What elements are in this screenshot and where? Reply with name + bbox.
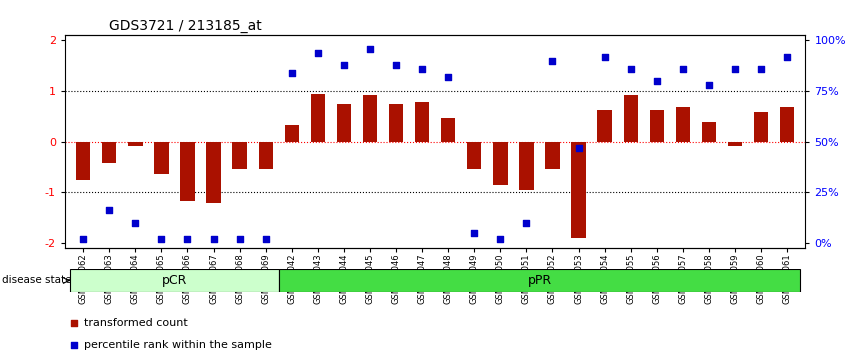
- Point: [389, 62, 403, 68]
- Bar: [279, 269, 800, 292]
- Bar: [285, 125, 299, 142]
- Bar: [598, 110, 611, 142]
- Bar: [493, 142, 507, 184]
- Point: [311, 50, 325, 56]
- Point: [509, 52, 523, 58]
- Point: [180, 236, 194, 241]
- Point: [509, 245, 523, 251]
- Bar: [650, 110, 664, 142]
- Point: [754, 66, 768, 72]
- Bar: [754, 112, 768, 142]
- Bar: [675, 107, 690, 142]
- Point: [702, 82, 716, 88]
- Bar: [363, 95, 378, 142]
- Bar: [311, 93, 325, 142]
- Point: [728, 66, 742, 72]
- Point: [233, 236, 247, 241]
- Text: percentile rank within the sample: percentile rank within the sample: [84, 339, 272, 350]
- Bar: [206, 142, 221, 203]
- Bar: [154, 142, 169, 175]
- Bar: [76, 142, 90, 179]
- Point: [259, 236, 273, 241]
- Bar: [232, 142, 247, 170]
- Bar: [520, 142, 533, 190]
- Point: [128, 220, 142, 225]
- Bar: [337, 104, 351, 142]
- Text: transformed count: transformed count: [84, 318, 188, 329]
- Bar: [415, 102, 430, 142]
- Point: [624, 66, 637, 72]
- Point: [676, 66, 690, 72]
- Point: [520, 220, 533, 225]
- Bar: [259, 142, 273, 170]
- Point: [415, 66, 429, 72]
- Bar: [102, 142, 116, 163]
- Point: [442, 74, 456, 80]
- Point: [650, 78, 663, 84]
- Bar: [180, 142, 195, 201]
- Text: pPR: pPR: [527, 274, 552, 287]
- Point: [285, 70, 299, 76]
- Point: [102, 207, 116, 213]
- Point: [598, 54, 611, 59]
- Bar: [780, 107, 794, 142]
- Point: [546, 58, 559, 63]
- Bar: [727, 142, 742, 145]
- Point: [76, 236, 90, 241]
- Point: [572, 145, 585, 150]
- Point: [780, 54, 794, 59]
- Point: [363, 46, 377, 51]
- Text: GDS3721 / 213185_at: GDS3721 / 213185_at: [109, 19, 262, 33]
- Bar: [128, 142, 143, 145]
- Bar: [441, 118, 456, 142]
- Point: [337, 62, 351, 68]
- Bar: [572, 142, 585, 238]
- Point: [207, 236, 221, 241]
- Bar: [701, 122, 716, 142]
- Bar: [389, 104, 404, 142]
- Bar: [546, 142, 559, 170]
- Point: [468, 230, 481, 235]
- Point: [494, 236, 507, 241]
- Bar: [467, 142, 481, 170]
- Text: pCR: pCR: [162, 274, 187, 287]
- Bar: [624, 95, 638, 142]
- Text: disease state: disease state: [2, 275, 71, 285]
- Bar: [70, 269, 279, 292]
- Point: [154, 236, 168, 241]
